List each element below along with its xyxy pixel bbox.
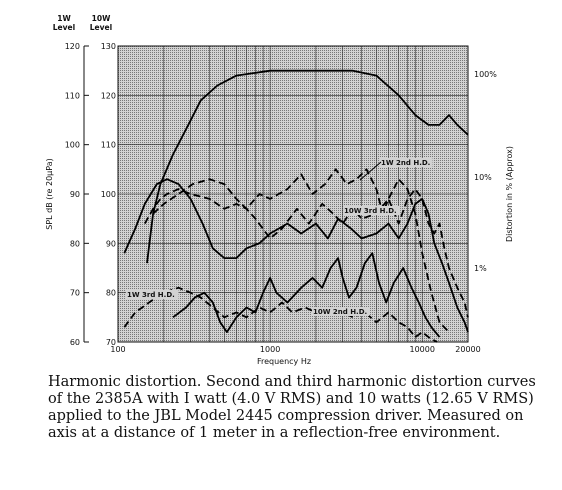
series-line-3 [152, 168, 450, 333]
axis-1w-header: 1W [57, 14, 71, 23]
annotation-bg [380, 158, 433, 167]
y-tick-1w: 100 [65, 141, 80, 150]
right-tick: 1% [474, 264, 487, 273]
y-tick-1w: 70 [70, 289, 80, 298]
series-annotation: 10W 2nd H.D. [313, 308, 367, 316]
y-tick-10w: 100 [101, 190, 116, 199]
series-line-1 [146, 69, 469, 264]
y-tick-10w: 70 [106, 338, 116, 347]
series-annotation: 10W 3rd H.D. [344, 207, 397, 215]
annotation-bg [312, 307, 370, 316]
x-tick: 20000 [455, 345, 480, 354]
plot-border [117, 45, 469, 343]
y-tick-10w: 80 [106, 289, 116, 298]
annotation-pointer [359, 161, 382, 181]
figure-caption: Harmonic distortion. Second and third ha… [48, 374, 536, 441]
plot-axes: 120110100908070601301201101009080701WLev… [45, 14, 514, 366]
y-tick-1w: 120 [65, 42, 80, 51]
y-tick-1w: 90 [70, 190, 80, 199]
x-tick: 1000 [260, 345, 280, 354]
y-axis-label-right: Distortion in % (Approx) [505, 146, 514, 242]
series-annotation: 1W 3rd H.D. [127, 291, 175, 299]
y-axis-label-left: SPL dB (re 20µPa) [45, 158, 54, 229]
y-tick-1w: 80 [70, 239, 80, 248]
x-tick: 100 [110, 345, 125, 354]
y-tick-10w: 90 [106, 239, 116, 248]
y-tick-10w: 120 [101, 91, 116, 100]
series-annotation: 1W 2nd H.D. [381, 159, 430, 167]
y-tick-10w: 110 [101, 141, 116, 150]
labels-layer: 1W 2nd H.D. 1W 3rd H.D. 10W 3rd H.D. 10W 2n… [126, 158, 433, 316]
series-line-4 [144, 188, 469, 318]
series-line-5 [123, 286, 438, 343]
series-line-6 [172, 252, 441, 338]
axis-1w-header: Level [53, 23, 75, 32]
x-axis-label: Frequency Hz [257, 357, 311, 366]
distortion-chart: 120110100908070601301201101009080701WLev… [45, 14, 514, 366]
annotation-bg [126, 290, 179, 299]
annotation-bg [343, 206, 401, 215]
right-tick: 10% [474, 173, 492, 182]
axis-10w-header: 10W [92, 14, 111, 23]
plot-grid [117, 45, 469, 343]
axis-10w-header: Level [90, 23, 112, 32]
series-layer [123, 69, 469, 343]
right-tick: 100% [474, 70, 497, 79]
y-tick-10w: 130 [101, 42, 116, 51]
y-tick-1w: 60 [70, 338, 80, 347]
x-tick: 10000 [409, 345, 434, 354]
y-tick-1w: 110 [65, 91, 80, 100]
